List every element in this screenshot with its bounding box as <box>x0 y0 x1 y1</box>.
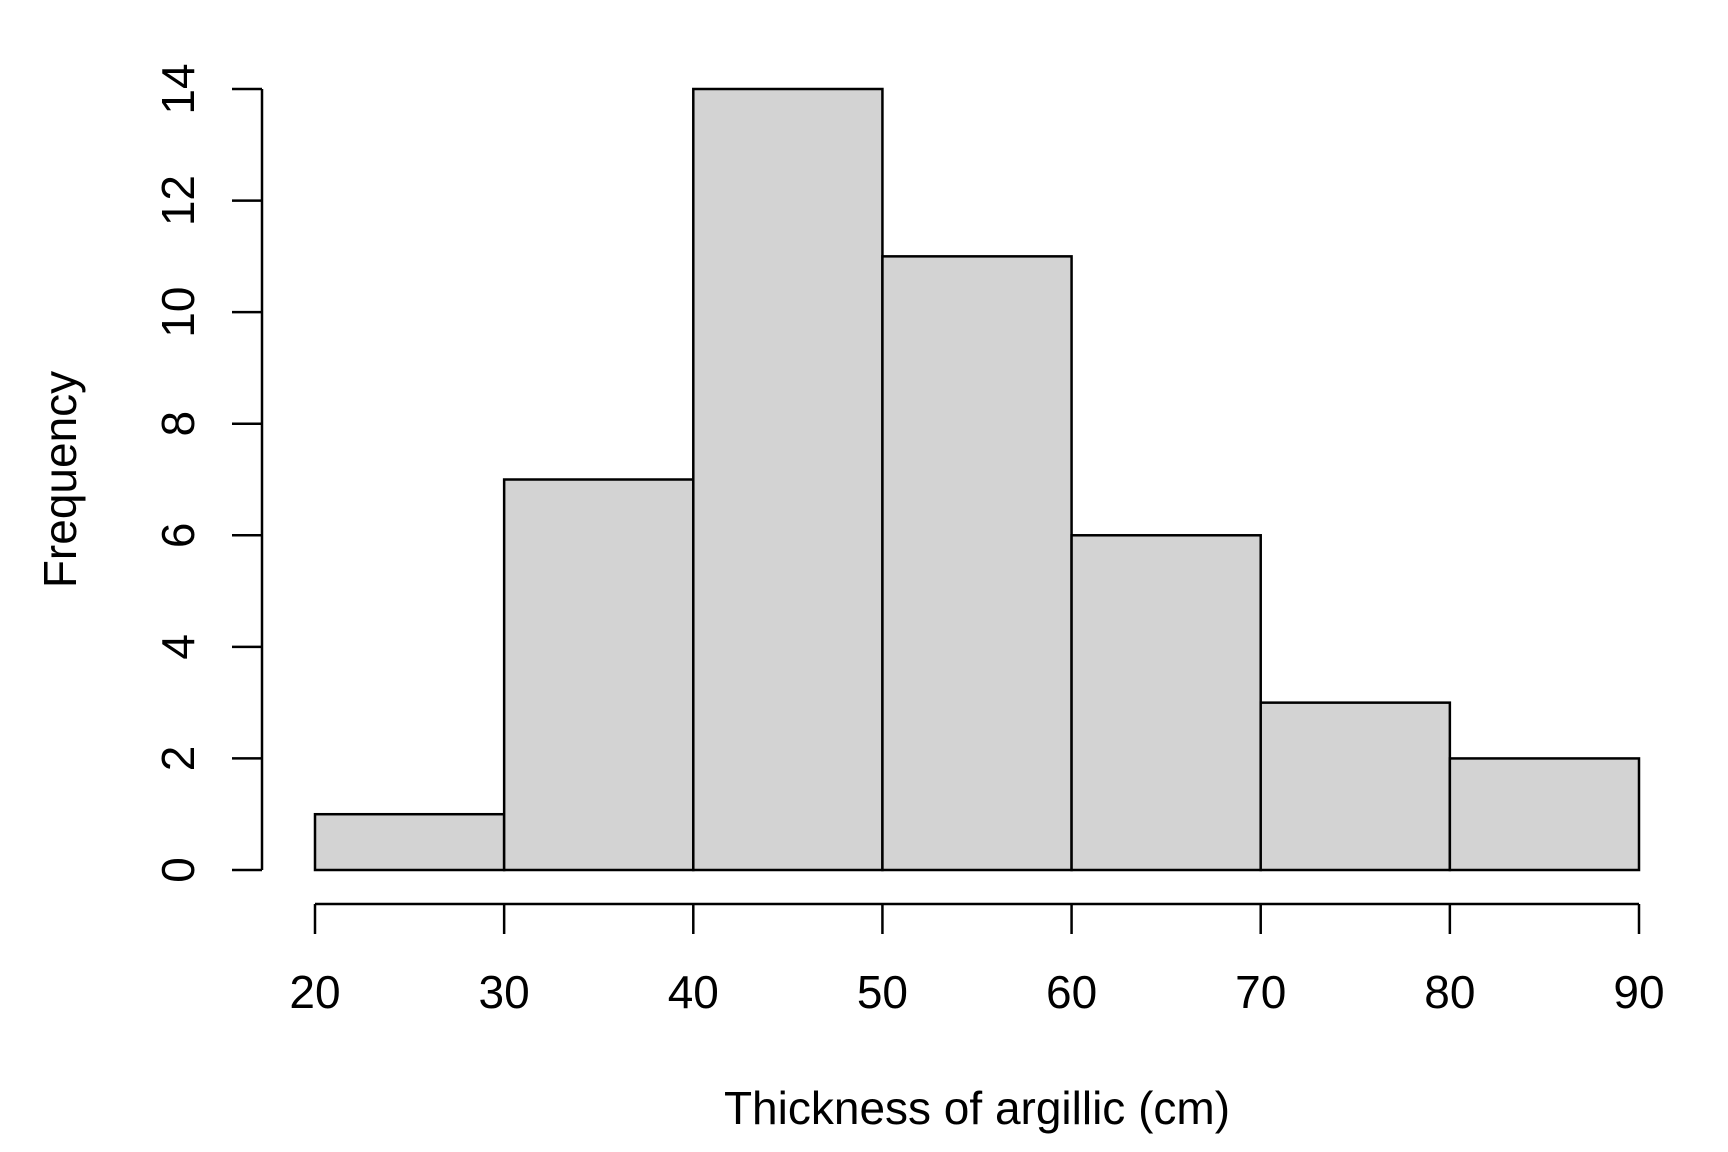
x-tick-label-20: 20 <box>289 966 340 1018</box>
histogram-bar-60-70 <box>1070 534 1262 872</box>
x-axis: 20 30 40 50 60 70 80 90 <box>289 902 1665 1018</box>
y-tick-label-2: 2 <box>152 746 204 772</box>
x-tick-label-60: 60 <box>1046 966 1097 1018</box>
y-tick-label-4: 4 <box>152 634 204 660</box>
histogram-bar-50-60 <box>881 255 1073 872</box>
y-tick-label-12: 12 <box>152 175 204 226</box>
y-tick-label-14: 14 <box>152 63 204 114</box>
x-tick-label-40: 40 <box>668 966 719 1018</box>
x-axis-label: Thickness of argillic (cm) <box>724 1082 1230 1134</box>
x-tick-label-70: 70 <box>1235 966 1286 1018</box>
y-tick-label-0: 0 <box>152 857 204 883</box>
x-tick-label-90: 90 <box>1613 966 1664 1018</box>
y-tick-label-6: 6 <box>152 522 204 548</box>
y-tick-label-8: 8 <box>152 411 204 437</box>
x-tick-label-50: 50 <box>857 966 908 1018</box>
histogram-bars <box>313 87 1641 872</box>
x-tick-label-80: 80 <box>1424 966 1475 1018</box>
y-axis-label: Frequency <box>34 371 86 588</box>
histogram-bar-20-30 <box>313 812 506 872</box>
x-tick-label-30: 30 <box>479 966 530 1018</box>
histogram-bar-80-90 <box>1448 757 1641 872</box>
histogram-bar-30-40 <box>502 478 695 872</box>
y-axis: 0 2 4 6 8 10 12 14 <box>152 63 264 883</box>
histogram-bar-70-80 <box>1259 701 1452 872</box>
histogram-bar-40-50 <box>692 87 884 872</box>
y-tick-label-10: 10 <box>152 287 204 338</box>
